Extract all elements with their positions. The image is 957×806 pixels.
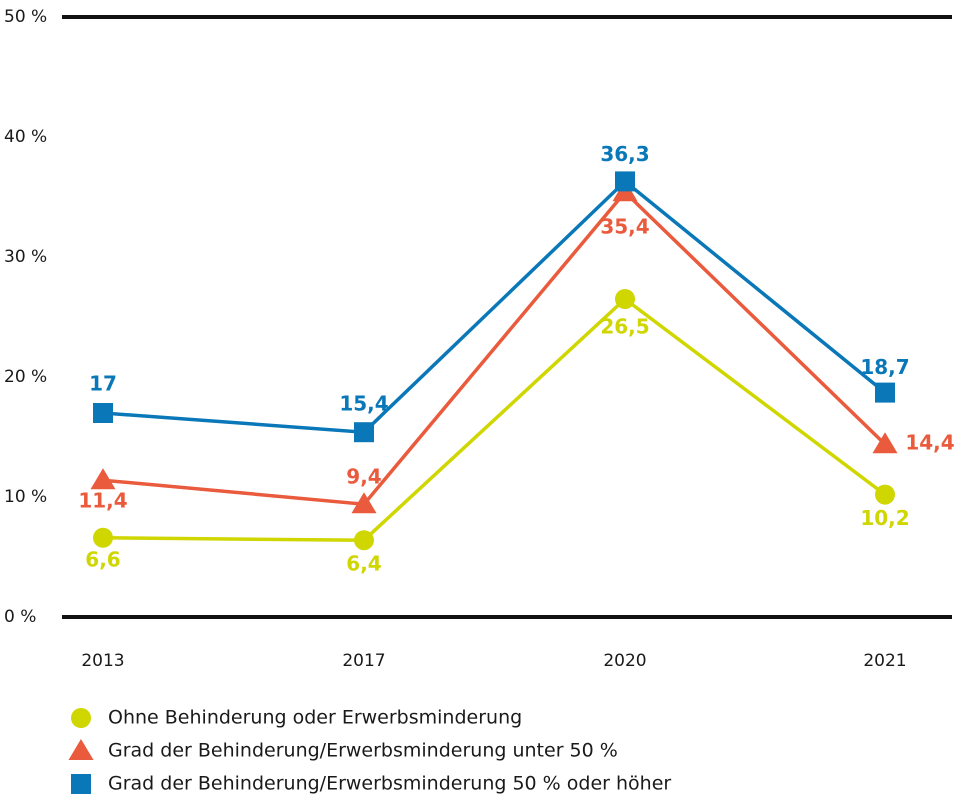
- value-label: 15,4: [339, 392, 388, 416]
- marker: [93, 527, 113, 548]
- marker: [90, 468, 116, 490]
- marker: [615, 289, 635, 309]
- y-tick-label: 20 %: [4, 367, 47, 387]
- marker: [351, 492, 377, 514]
- value-label: 18,7: [860, 355, 909, 379]
- y-tick-label: 0 %: [4, 607, 36, 627]
- marker: [71, 708, 91, 728]
- x-tick-label: 2017: [342, 651, 385, 671]
- series-line: [102, 296, 887, 542]
- marker: [93, 403, 113, 423]
- value-label: 35,4: [600, 215, 649, 239]
- value-label: 17: [89, 372, 117, 396]
- value-label: 36,3: [600, 142, 649, 166]
- marker: [872, 432, 898, 454]
- value-label: 11,4: [78, 489, 127, 513]
- series-line: [102, 189, 887, 507]
- marker: [71, 774, 91, 794]
- legend-label: Grad der Behinderung/Erwerbsminderung 50…: [108, 773, 671, 795]
- x-tick-label: 2020: [603, 651, 646, 671]
- marker: [875, 484, 895, 505]
- marker: [68, 739, 94, 760]
- y-tick-label: 40 %: [4, 127, 47, 147]
- value-label: 14,4: [905, 431, 954, 455]
- y-tick-label: 10 %: [4, 487, 47, 507]
- marker: [615, 171, 635, 192]
- value-label: 9,4: [346, 465, 381, 489]
- y-tick-label: 50 %: [4, 7, 47, 27]
- marker: [354, 422, 374, 443]
- value-label: 10,2: [860, 506, 909, 530]
- series-line: [102, 179, 887, 435]
- legend-label: Ohne Behinderung oder Erwerbsminderung: [108, 707, 522, 729]
- legend-label: Grad der Behinderung/Erwerbsminderung un…: [108, 740, 618, 762]
- y-tick-label: 30 %: [4, 247, 47, 267]
- value-label: 26,5: [600, 315, 649, 339]
- x-tick-label: 2013: [81, 651, 124, 671]
- value-label: 6,6: [85, 547, 120, 571]
- x-tick-label: 2021: [863, 651, 906, 671]
- value-label: 6,4: [346, 552, 381, 576]
- marker: [354, 530, 374, 551]
- marker: [875, 382, 895, 403]
